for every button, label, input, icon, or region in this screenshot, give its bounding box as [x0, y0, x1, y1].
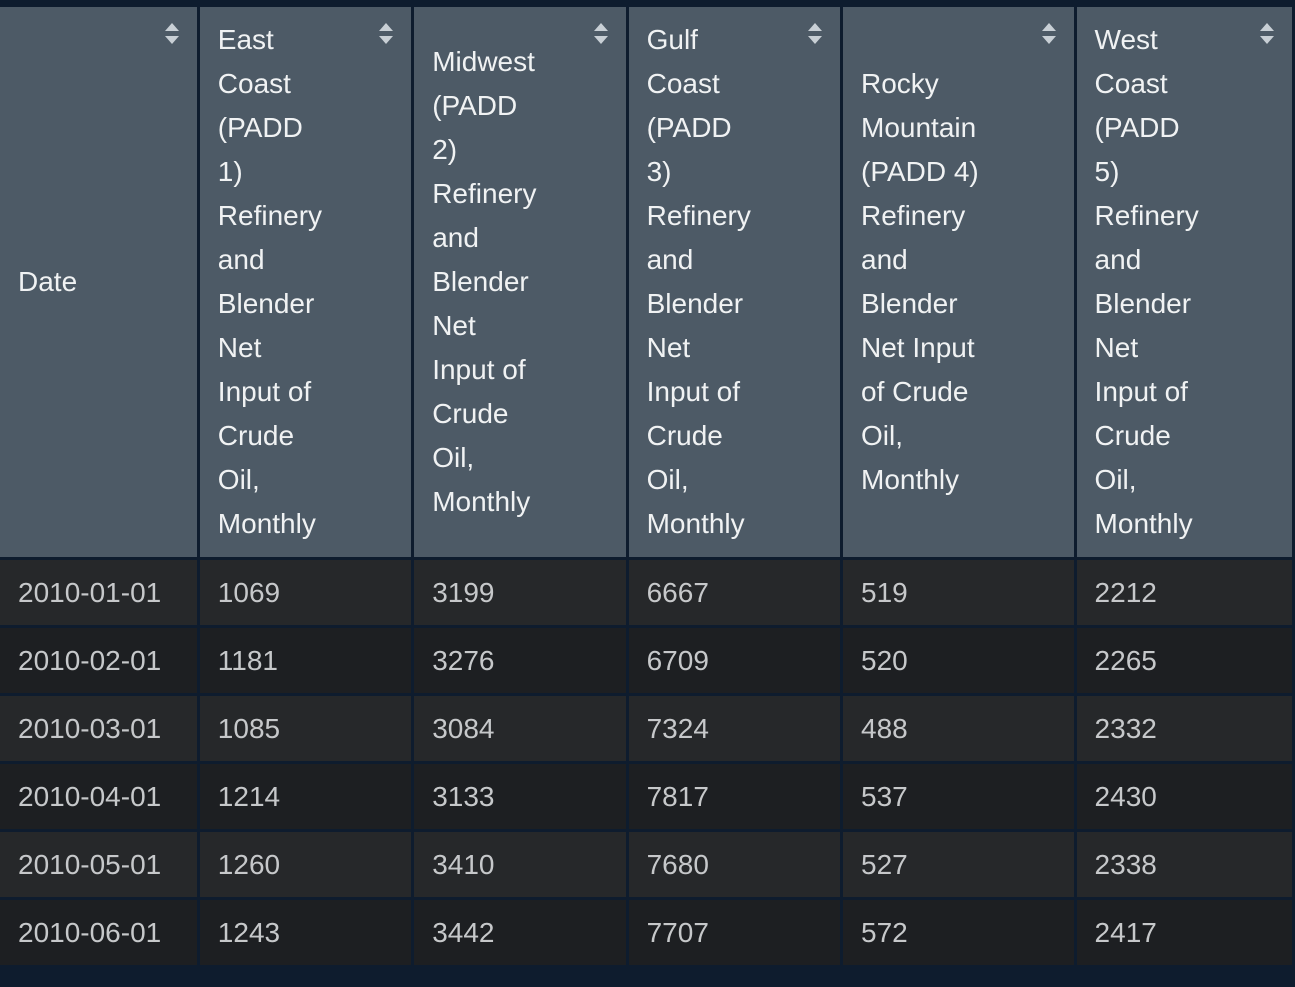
column-header-east-coast-padd1[interactable]: East Coast (PADD 1) Refinery and Blender… — [196, 4, 415, 560]
value-cell: 572 — [840, 897, 1077, 968]
value-cell: 3133 — [411, 761, 629, 832]
value-cell: 7680 — [625, 829, 844, 900]
date-cell: 2010-01-01 — [0, 557, 200, 628]
column-header-gulf-coast-padd3[interactable]: Gulf Coast (PADD 3) Refinery and Blender… — [625, 4, 844, 560]
value-cell: 7817 — [625, 761, 844, 832]
sort-icon[interactable] — [1260, 23, 1274, 44]
sort-icon[interactable] — [593, 23, 608, 44]
table-row: 2010-06-01 1243 3442 7707 572 2417 — [0, 897, 1295, 968]
column-header-label: Date — [18, 266, 78, 297]
value-cell: 3084 — [411, 693, 629, 764]
date-cell: 2010-05-01 — [0, 829, 200, 900]
sort-up-icon — [808, 23, 823, 31]
value-cell: 2338 — [1073, 829, 1295, 900]
column-header-date[interactable]: Date — [0, 4, 200, 560]
table-row: 2010-05-01 1260 3410 7680 527 2338 — [0, 829, 1295, 900]
value-cell: 2212 — [1073, 557, 1295, 628]
column-header-label: Rocky Mountain (PADD 4) Refinery and Ble… — [861, 68, 979, 495]
column-header-label: West Coast (PADD 5) Refinery and Blender… — [1094, 24, 1199, 539]
sort-down-icon — [1041, 36, 1056, 44]
sort-down-icon — [808, 36, 823, 44]
value-cell: 1214 — [196, 761, 415, 832]
date-cell: 2010-02-01 — [0, 625, 200, 696]
value-cell: 520 — [840, 625, 1077, 696]
value-cell: 3442 — [411, 897, 629, 968]
value-cell: 1069 — [196, 557, 415, 628]
value-cell: 1243 — [196, 897, 415, 968]
column-header-rocky-mountain-padd4[interactable]: Rocky Mountain (PADD 4) Refinery and Ble… — [840, 4, 1077, 560]
sort-up-icon — [593, 23, 608, 31]
date-cell: 2010-03-01 — [0, 693, 200, 764]
value-cell: 1085 — [196, 693, 415, 764]
sort-icon[interactable] — [379, 23, 394, 44]
value-cell: 2430 — [1073, 761, 1295, 832]
value-cell: 3276 — [411, 625, 629, 696]
table-row: 2010-04-01 1214 3133 7817 537 2430 — [0, 761, 1295, 832]
sort-icon[interactable] — [1041, 23, 1056, 44]
value-cell: 1260 — [196, 829, 415, 900]
value-cell: 6667 — [625, 557, 844, 628]
value-cell: 537 — [840, 761, 1077, 832]
value-cell: 3199 — [411, 557, 629, 628]
date-cell: 2010-06-01 — [0, 897, 200, 968]
value-cell: 3410 — [411, 829, 629, 900]
column-header-label: Midwest (PADD 2) Refinery and Blender Ne… — [432, 46, 537, 517]
table-row: 2010-01-01 1069 3199 6667 519 2212 — [0, 557, 1295, 628]
value-cell: 1181 — [196, 625, 415, 696]
sort-up-icon — [164, 23, 179, 31]
sort-icon[interactable] — [808, 23, 823, 44]
value-cell: 519 — [840, 557, 1077, 628]
table-row: 2010-02-01 1181 3276 6709 520 2265 — [0, 625, 1295, 696]
value-cell: 2265 — [1073, 625, 1295, 696]
header-row: Date East Coast (PADD 1) Refinery and Bl… — [0, 4, 1295, 560]
column-header-midwest-padd2[interactable]: Midwest (PADD 2) Refinery and Blender Ne… — [411, 4, 629, 560]
sort-up-icon — [1041, 23, 1056, 31]
value-cell: 7324 — [625, 693, 844, 764]
column-header-label: Gulf Coast (PADD 3) Refinery and Blender… — [646, 24, 751, 539]
value-cell: 2417 — [1073, 897, 1295, 968]
data-table: Date East Coast (PADD 1) Refinery and Bl… — [0, 4, 1295, 968]
value-cell: 6709 — [625, 625, 844, 696]
sort-down-icon — [164, 36, 179, 44]
date-cell: 2010-04-01 — [0, 761, 200, 832]
sort-down-icon — [593, 36, 608, 44]
sort-up-icon — [1260, 23, 1274, 31]
value-cell: 527 — [840, 829, 1077, 900]
sort-icon[interactable] — [164, 23, 179, 44]
sort-down-icon — [1260, 36, 1274, 44]
column-header-west-coast-padd5[interactable]: West Coast (PADD 5) Refinery and Blender… — [1073, 4, 1295, 560]
column-header-label: East Coast (PADD 1) Refinery and Blender… — [217, 24, 323, 539]
value-cell: 7707 — [625, 897, 844, 968]
sort-down-icon — [379, 36, 394, 44]
sort-up-icon — [379, 23, 394, 31]
table-row: 2010-03-01 1085 3084 7324 488 2332 — [0, 693, 1295, 764]
value-cell: 488 — [840, 693, 1077, 764]
value-cell: 2332 — [1073, 693, 1295, 764]
